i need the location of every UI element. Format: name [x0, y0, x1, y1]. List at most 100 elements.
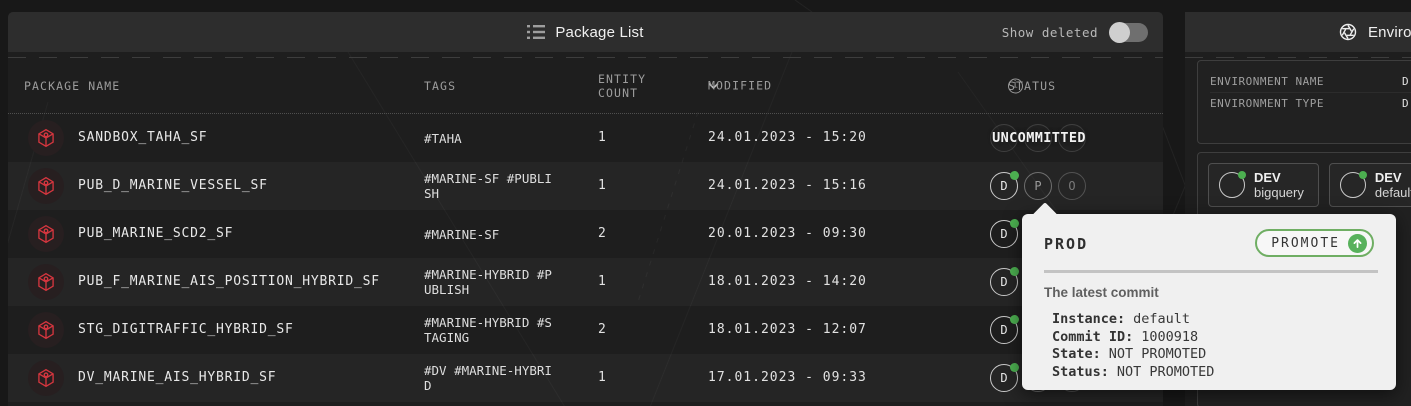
- entity-count: 1: [598, 274, 606, 289]
- table-row[interactable]: SANDBOX_TAHA_SF #TAHA 1 24.01.2023 - 15:…: [8, 114, 1163, 162]
- commit-detail-line: State: NOT PROMOTED: [1052, 346, 1214, 364]
- column-tags: TAGS: [424, 78, 457, 93]
- detail-value: 1000918: [1141, 328, 1199, 345]
- package-name: PUB_F_MARINE_AIS_POSITION_HYBRID_SF: [78, 274, 380, 289]
- commit-detail-line: Status: NOT PROMOTED: [1052, 364, 1214, 382]
- promote-button[interactable]: PROMOTE: [1255, 229, 1374, 257]
- badge-letter: D: [1000, 323, 1008, 337]
- package-icon: [28, 168, 64, 204]
- badge-letter: D: [1000, 179, 1008, 193]
- status-badge-other[interactable]: O: [1058, 172, 1086, 200]
- badge-letter: D: [1000, 371, 1008, 385]
- badge-letter: D: [1000, 275, 1008, 289]
- green-status-dot: [1010, 315, 1019, 324]
- arrow-up-icon: [1348, 233, 1367, 253]
- environment-field: ENVIRONMENT NAME D: [1210, 70, 1411, 92]
- status-badges: D P O: [990, 171, 1086, 200]
- latest-commit-heading: The latest commit: [1044, 285, 1159, 300]
- tooltip-divider: [1044, 270, 1378, 273]
- package-icon: [28, 360, 64, 396]
- show-deleted-toggle[interactable]: [1109, 21, 1148, 43]
- environment-card-type: DEV: [1374, 170, 1402, 185]
- entity-count: 2: [598, 226, 606, 241]
- table-row[interactable]: DV_MARINE_AIS_HYBRID_SF #DV #MARINE-HYBR…: [8, 354, 1163, 402]
- package-name: PUB_MARINE_SCD2_SF: [78, 226, 234, 241]
- package-list-panel: Package List Show deleted PACKAGE NAME T…: [8, 12, 1163, 406]
- status-badge-ghost: [990, 124, 1018, 152]
- status-badge-ghost: [1024, 124, 1052, 152]
- environments-header-bar: Environments: [1185, 12, 1411, 52]
- environment-field: ENVIRONMENT TYPE D: [1210, 92, 1411, 114]
- green-status-dot: [1010, 363, 1019, 372]
- status-badge-prod[interactable]: P: [1024, 172, 1052, 200]
- environment-card-instance: default: [1374, 185, 1411, 200]
- column-package-name: PACKAGE NAME: [24, 78, 121, 93]
- commit-detail-line: Commit ID: 1000918: [1052, 329, 1214, 347]
- green-status-dot: [1010, 267, 1019, 276]
- table-row[interactable]: STG_DIGITRAFFIC_HYBRID_SF #MARINE-HYBRID…: [8, 306, 1163, 354]
- package-tags: #MARINE-SF: [424, 226, 500, 242]
- badge-letter: P: [1034, 179, 1042, 193]
- environment-type-value: D: [1402, 97, 1409, 110]
- header-dashed-separator: [1185, 57, 1411, 58]
- package-name: STG_DIGITRAFFIC_HYBRID_SF: [78, 322, 294, 337]
- environment-name-value: D: [1402, 74, 1409, 88]
- status-badge-dev[interactable]: D: [990, 267, 1019, 296]
- detail-value: NOT PROMOTED: [1116, 363, 1215, 380]
- package-icon: [28, 120, 64, 156]
- table-column-headers: PACKAGE NAME TAGS ENTITY COUNT MODIFIED …: [8, 58, 1163, 114]
- badge-letter: D: [1000, 227, 1008, 241]
- prod-status-tooltip: PROD PROMOTE The latest commit Instance:…: [1022, 202, 1396, 390]
- package-tags: #TAHA: [424, 130, 462, 146]
- package-name: SANDBOX_TAHA_SF: [78, 130, 208, 145]
- status-uncommitted-label: UNCOMMITTED: [992, 130, 1086, 146]
- status-badge-dev[interactable]: D: [990, 363, 1019, 392]
- environments-title: Environments: [1367, 23, 1411, 41]
- modified-date: 20.01.2023 - 09:30: [708, 226, 867, 241]
- package-list-title: Package List: [555, 23, 644, 41]
- green-status-dot: [1358, 171, 1367, 179]
- status-badge-ghost: [1058, 124, 1086, 152]
- detail-value: default: [1133, 311, 1191, 327]
- environment-status-circle: [1339, 171, 1367, 198]
- header-dashed-separator: [8, 57, 1163, 58]
- commit-details: Instance: default Commit ID: 1000918 State…: [1052, 311, 1214, 381]
- column-entity-count: ENTITY COUNT: [598, 71, 647, 100]
- environment-card-dev-bigquery[interactable]: DEV bigquery: [1208, 163, 1319, 207]
- package-table-body: SANDBOX_TAHA_SF #TAHA 1 24.01.2023 - 15:…: [8, 114, 1163, 402]
- status-badges: [990, 124, 1086, 152]
- modified-date: 18.01.2023 - 14:20: [708, 274, 867, 289]
- package-tags: #MARINE-HYBRID #PUBLISH: [424, 267, 552, 297]
- info-icon[interactable]: [1008, 78, 1023, 93]
- environment-card-type: DEV: [1254, 170, 1281, 185]
- entity-count: 1: [598, 178, 606, 193]
- toggle-knob: [1109, 21, 1130, 43]
- detail-label: Commit ID:: [1052, 328, 1134, 345]
- status-badge-dev[interactable]: D: [990, 219, 1019, 248]
- green-status-dot: [1010, 171, 1019, 180]
- aperture-icon: [1339, 23, 1357, 41]
- package-tags: #MARINE-HYBRID #STAGING: [424, 315, 552, 345]
- table-row[interactable]: PUB_D_MARINE_VESSEL_SF #MARINE-SF #PUBLI…: [8, 162, 1163, 210]
- environment-info-box: ENVIRONMENT NAME D ENVIRONMENT TYPE D: [1197, 60, 1411, 144]
- detail-value: NOT PROMOTED: [1108, 346, 1207, 362]
- environment-card-dev-default[interactable]: DEV default: [1328, 163, 1411, 207]
- package-tags: #MARINE-SF #PUBLISH: [424, 171, 552, 201]
- green-status-dot: [1010, 219, 1019, 228]
- status-badge-dev[interactable]: D: [990, 171, 1019, 200]
- detail-label: State:: [1052, 346, 1101, 362]
- modified-date: 24.01.2023 - 15:16: [708, 178, 867, 193]
- table-row[interactable]: PUB_F_MARINE_AIS_POSITION_HYBRID_SF #MAR…: [8, 258, 1163, 306]
- status-badge-dev[interactable]: D: [990, 315, 1019, 344]
- environment-cards: DEV bigquery DEV default: [1208, 163, 1411, 207]
- entity-count: 1: [598, 370, 606, 385]
- package-name: PUB_D_MARINE_VESSEL_SF: [78, 178, 268, 193]
- package-icon: [28, 264, 64, 300]
- column-modified-sort[interactable]: MODIFIED: [708, 79, 771, 93]
- environment-card-instance: bigquery: [1254, 185, 1304, 200]
- badge-letter: O: [1068, 179, 1076, 193]
- column-modified-label: MODIFIED: [708, 78, 773, 93]
- package-tags: #DV #MARINE-HYBRID: [424, 363, 552, 393]
- table-row[interactable]: PUB_MARINE_SCD2_SF #MARINE-SF 2 20.01.20…: [8, 210, 1163, 258]
- green-status-dot: [1238, 171, 1246, 179]
